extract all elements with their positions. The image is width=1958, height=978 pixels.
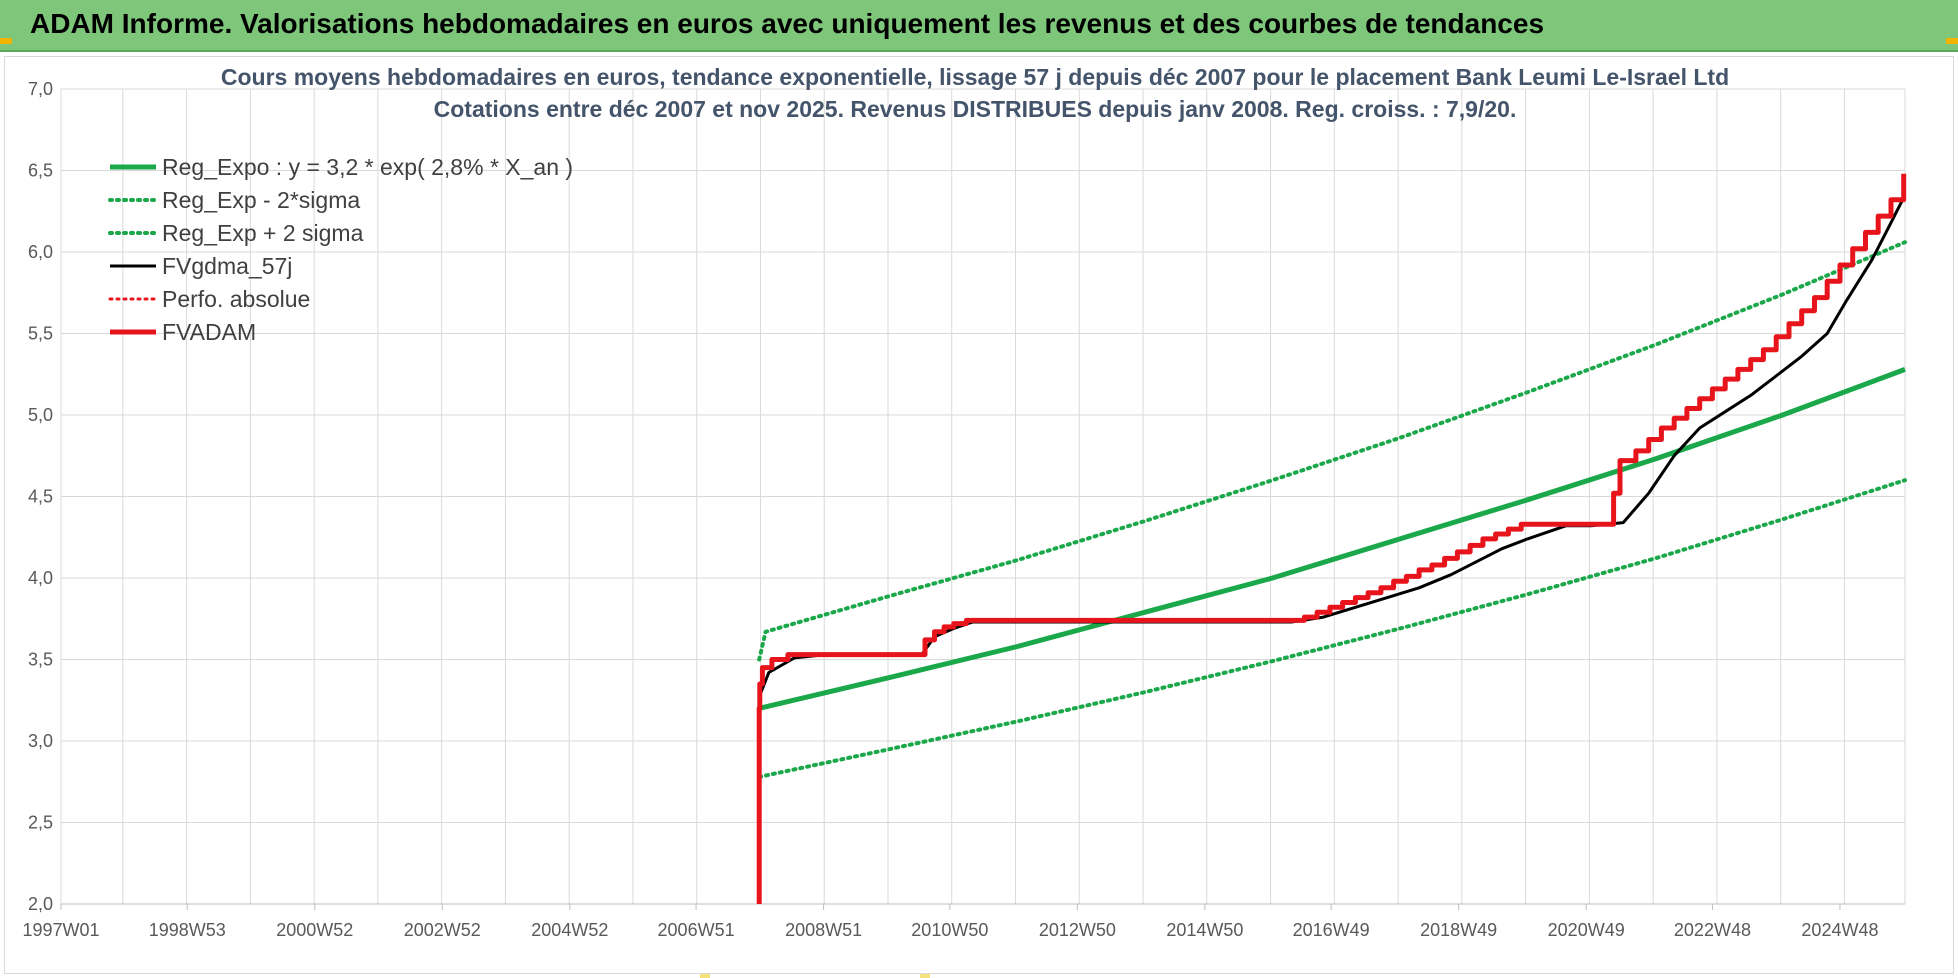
x-tick-label: 2006W51	[658, 920, 735, 940]
legend-label: FVgdma_57j	[162, 253, 292, 279]
x-tick-label: 2024W48	[1801, 920, 1878, 940]
series-line-2	[757, 240, 1907, 662]
legend-label: FVADAM	[162, 319, 256, 345]
y-tick-label: 2,5	[28, 813, 53, 833]
axis-labels: 2,0 2,5 3,0 3,5 4,0 4,5 5,0 5,5 6,0 6,5 7,0 1997W01…	[22, 79, 1878, 940]
y-tick-label: 5,0	[28, 405, 53, 425]
x-tick-label: 2000W52	[276, 920, 353, 940]
x-tick-label: 1997W01	[22, 920, 99, 940]
legend-label: Reg_Expo : y = 3,2 * exp( 2,8% * X_an )	[162, 154, 573, 180]
legend-label: Reg_Exp + 2 sigma	[162, 220, 364, 246]
y-tick-label: 3,0	[28, 731, 53, 751]
y-tick-label: 4,5	[28, 487, 53, 507]
legend: Reg_Expo : y = 3,2 * exp( 2,8% * X_an ) R…	[108, 154, 573, 345]
x-tick-label: 2012W50	[1039, 920, 1116, 940]
y-tick-label: 4,0	[28, 568, 53, 588]
y-tick-label: 2,0	[28, 894, 53, 914]
chart-title-line-2: Cotations entre déc 2007 et nov 2025. Re…	[434, 96, 1517, 122]
legend-label: Reg_Exp - 2*sigma	[162, 187, 360, 213]
chart-svg: 2,0 2,5 3,0 3,5 4,0 4,5 5,0 5,5 6,0 6,5 7,0 1997W01…	[22, 64, 1907, 940]
legend-label: Perfo. absolue	[162, 286, 310, 312]
chart-frame: 2,0 2,5 3,0 3,5 4,0 4,5 5,0 5,5 6,0 6,5 7,0 1997W01…	[4, 56, 1954, 974]
x-tick-label: 2010W50	[911, 920, 988, 940]
y-tick-label: 6,0	[28, 242, 53, 262]
series-line-0	[758, 367, 1906, 711]
x-tick-label: 2002W52	[404, 920, 481, 940]
chart-title-line-1: Cours moyens hebdomadaires en euros, ten…	[221, 64, 1729, 90]
series-layer	[756, 173, 1907, 904]
chart-title: Cours moyens hebdomadaires en euros, ten…	[221, 64, 1729, 122]
series-line-5	[756, 173, 1907, 904]
header-bar: ADAM Informe. Valorisations hebdomadaire…	[0, 0, 1958, 52]
y-tick-label: 6,5	[28, 161, 53, 181]
x-tick-label: 2008W51	[785, 920, 862, 940]
bottom-accent-1	[700, 974, 710, 978]
bottom-accent-2	[920, 974, 930, 978]
x-tick-label: 2014W50	[1166, 920, 1243, 940]
y-tick-label: 3,5	[28, 650, 53, 670]
header-corner-right	[1946, 38, 1958, 44]
y-tick-label: 5,5	[28, 324, 53, 344]
header-corner-left	[0, 38, 12, 44]
x-tick-label: 2004W52	[531, 920, 608, 940]
x-tick-label: 2018W49	[1420, 920, 1497, 940]
x-tick-label: 1998W53	[149, 920, 226, 940]
series-line-3	[758, 194, 1907, 696]
y-tick-label: 7,0	[28, 79, 53, 99]
x-tick-label: 2016W49	[1293, 920, 1370, 940]
series-line-1	[757, 478, 1907, 779]
x-tick-label: 2020W49	[1548, 920, 1625, 940]
x-tick-label: 2022W48	[1674, 920, 1751, 940]
header-title: ADAM Informe. Valorisations hebdomadaire…	[30, 8, 1545, 39]
